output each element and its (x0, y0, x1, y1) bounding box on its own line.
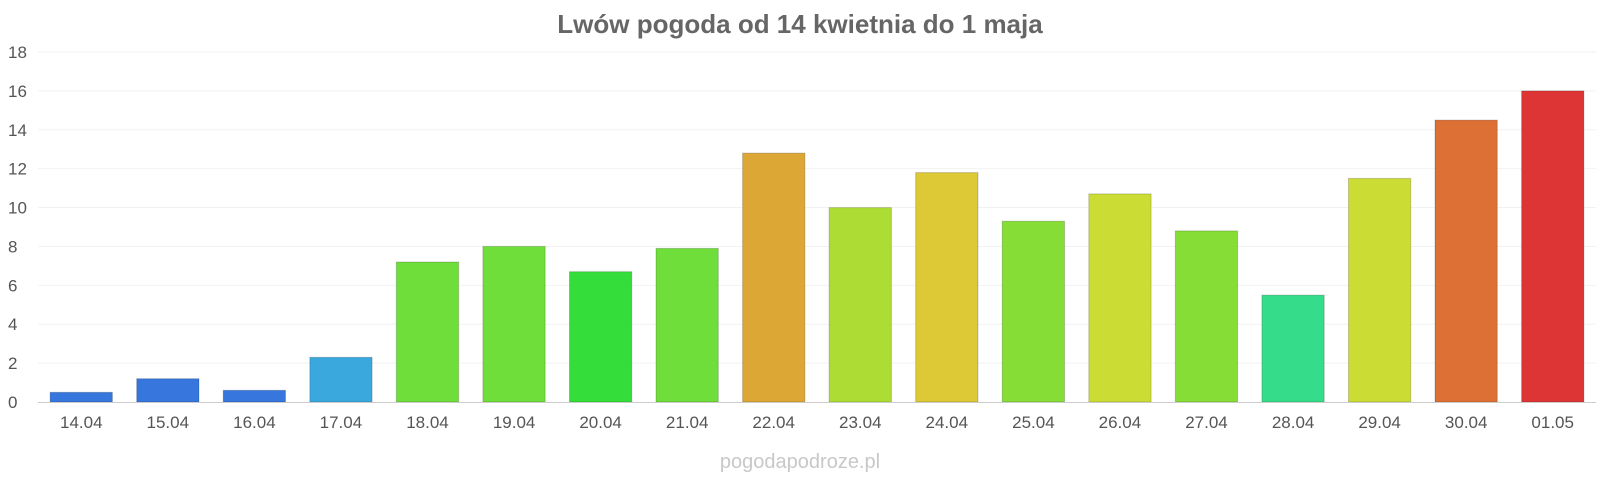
x-tick-label: 25.04 (1012, 413, 1055, 432)
x-tick-label: 23.04 (839, 413, 882, 432)
x-axis: 14.04 15.04 16.04 17.04 18.04 19.04 20.04 21.04… (60, 413, 1574, 432)
bar-16.04 (222, 389, 286, 403)
y-tick-label: 18 (8, 43, 27, 62)
x-tick-label: 28.04 (1272, 413, 1315, 432)
y-tick-label: 0 (8, 393, 17, 412)
x-tick-label: 17.04 (320, 413, 363, 432)
x-tick-label: 27.04 (1185, 413, 1228, 432)
bar-23.04 (828, 207, 892, 403)
x-tick-label: 14.04 (60, 413, 103, 432)
y-tick-label: 4 (8, 315, 17, 334)
grid-lines (38, 51, 1596, 364)
y-tick-label: 14 (8, 121, 27, 140)
x-tick-label: 26.04 (1099, 413, 1142, 432)
bar-30.04 (1434, 119, 1498, 403)
x-tick-label: 16.04 (233, 413, 276, 432)
y-tick-label: 6 (8, 276, 17, 295)
bars (49, 90, 1585, 403)
bar-28.04 (1261, 294, 1325, 403)
bar-17.04 (309, 356, 373, 403)
bar-19.04 (482, 245, 546, 403)
bar-20.04 (569, 271, 633, 403)
bar-24.04 (915, 172, 979, 403)
x-tick-label: 24.04 (926, 413, 969, 432)
y-tick-label: 2 (8, 354, 17, 373)
bar-29.04 (1348, 177, 1412, 403)
bar-21.04 (655, 247, 719, 403)
bar-22.04 (742, 152, 806, 403)
y-tick-label: 10 (8, 199, 27, 218)
chart-title: Lwów pogoda od 14 kwietnia do 1 maja (557, 9, 1043, 39)
x-tick-label: 01.05 (1531, 413, 1574, 432)
bar-15.04 (136, 378, 200, 403)
bar-26.04 (1088, 193, 1152, 403)
bar-01.05 (1521, 90, 1585, 403)
x-tick-label: 15.04 (147, 413, 190, 432)
x-tick-label: 19.04 (493, 413, 536, 432)
bar-27.04 (1174, 230, 1239, 403)
x-tick-label: 29.04 (1358, 413, 1401, 432)
x-tick-label: 22.04 (752, 413, 795, 432)
bar-14.04 (49, 391, 113, 403)
y-tick-label: 16 (8, 82, 27, 101)
x-tick-label: 21.04 (666, 413, 709, 432)
watermark: pogodapodroze.pl (720, 451, 880, 473)
y-tick-label: 8 (8, 237, 17, 256)
x-tick-label: 30.04 (1445, 413, 1488, 432)
y-axis: 0 2 4 6 8 10 12 14 16 18 (8, 43, 27, 412)
bar-18.04 (395, 261, 460, 403)
bar-25.04 (1001, 220, 1066, 403)
y-tick-label: 12 (8, 160, 27, 179)
x-tick-label: 20.04 (579, 413, 622, 432)
x-tick-label: 18.04 (406, 413, 449, 432)
